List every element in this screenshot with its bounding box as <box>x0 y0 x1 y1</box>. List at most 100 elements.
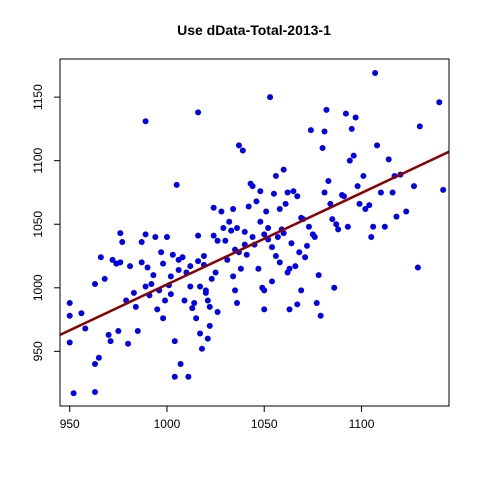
data-point <box>95 354 102 361</box>
data-point <box>101 275 108 282</box>
data-point <box>350 152 357 159</box>
data-point <box>377 189 384 196</box>
data-point <box>214 308 221 315</box>
data-point <box>323 106 330 113</box>
data-point <box>385 156 392 163</box>
data-point <box>272 253 279 260</box>
data-point <box>66 300 73 307</box>
data-point <box>162 297 169 304</box>
data-point <box>144 264 151 271</box>
data-point <box>142 283 149 290</box>
data-point <box>117 230 124 237</box>
data-point <box>115 328 122 335</box>
data-point <box>142 231 149 238</box>
data-point <box>329 216 336 223</box>
data-point <box>372 69 379 76</box>
data-point <box>317 312 324 319</box>
data-point <box>117 259 124 266</box>
data-point <box>228 227 235 234</box>
data-point <box>340 193 347 200</box>
data-point <box>212 269 219 276</box>
data-point <box>189 305 196 312</box>
x-tick-label: 950 <box>60 417 80 431</box>
y-tick-label: 1000 <box>31 274 45 301</box>
data-point <box>294 193 301 200</box>
data-point <box>82 325 89 332</box>
data-point <box>261 231 268 238</box>
data-point <box>191 300 198 307</box>
data-point <box>204 335 211 342</box>
data-point <box>270 190 277 197</box>
data-point <box>197 330 204 337</box>
data-point <box>304 242 311 249</box>
data-point <box>214 237 221 244</box>
data-point <box>356 200 363 207</box>
data-point <box>414 264 421 271</box>
data-point <box>175 266 182 273</box>
data-point <box>374 142 381 149</box>
data-point <box>134 328 141 335</box>
data-point <box>269 244 276 251</box>
data-point <box>222 237 229 244</box>
data-point <box>255 265 262 272</box>
y-tick-label: 1100 <box>31 147 45 173</box>
plot-layer <box>59 69 450 397</box>
data-point <box>208 275 215 282</box>
data-point <box>177 361 184 368</box>
data-point <box>154 306 161 313</box>
data-point <box>348 125 355 132</box>
data-point <box>294 301 301 308</box>
data-point <box>366 202 373 209</box>
data-point <box>152 233 159 240</box>
data-point <box>138 239 145 246</box>
data-point <box>233 300 240 307</box>
data-point <box>195 109 202 116</box>
data-point <box>276 205 283 212</box>
data-point <box>160 260 167 267</box>
data-point <box>233 225 240 232</box>
data-point <box>230 205 237 212</box>
data-point <box>298 287 305 294</box>
data-point <box>362 205 369 212</box>
data-point <box>321 128 328 135</box>
data-point <box>410 183 417 190</box>
data-point <box>315 272 322 279</box>
y-tick-label: 950 <box>31 341 45 361</box>
plot-frame <box>59 58 450 407</box>
data-point <box>171 373 178 380</box>
data-point <box>243 251 250 258</box>
data-point <box>344 223 351 230</box>
data-point <box>241 228 248 235</box>
data-point <box>269 278 276 285</box>
data-point <box>226 218 233 225</box>
data-point <box>261 306 268 313</box>
data-point <box>257 188 264 195</box>
data-point <box>311 233 318 240</box>
regression-line <box>59 150 450 336</box>
data-point <box>346 157 353 164</box>
data-point <box>440 186 447 193</box>
data-point <box>239 147 246 154</box>
x-tick-label: 1000 <box>154 417 181 431</box>
data-point <box>142 118 149 125</box>
data-point <box>286 265 293 272</box>
data-point <box>66 339 73 346</box>
data-point <box>253 198 260 205</box>
data-point <box>220 225 227 232</box>
data-point <box>167 273 174 280</box>
data-point <box>224 256 231 263</box>
data-point <box>436 99 443 106</box>
data-point <box>210 232 217 239</box>
data-point <box>197 283 204 290</box>
data-point <box>218 208 225 215</box>
data-point <box>70 390 77 397</box>
data-point <box>210 204 217 211</box>
chart-title: Use dData-Total-2013-1 <box>177 22 331 38</box>
data-point <box>232 287 239 294</box>
data-point <box>331 284 338 291</box>
data-point <box>276 259 283 266</box>
data-point <box>148 280 155 287</box>
data-point <box>416 123 423 130</box>
data-point <box>66 312 73 319</box>
